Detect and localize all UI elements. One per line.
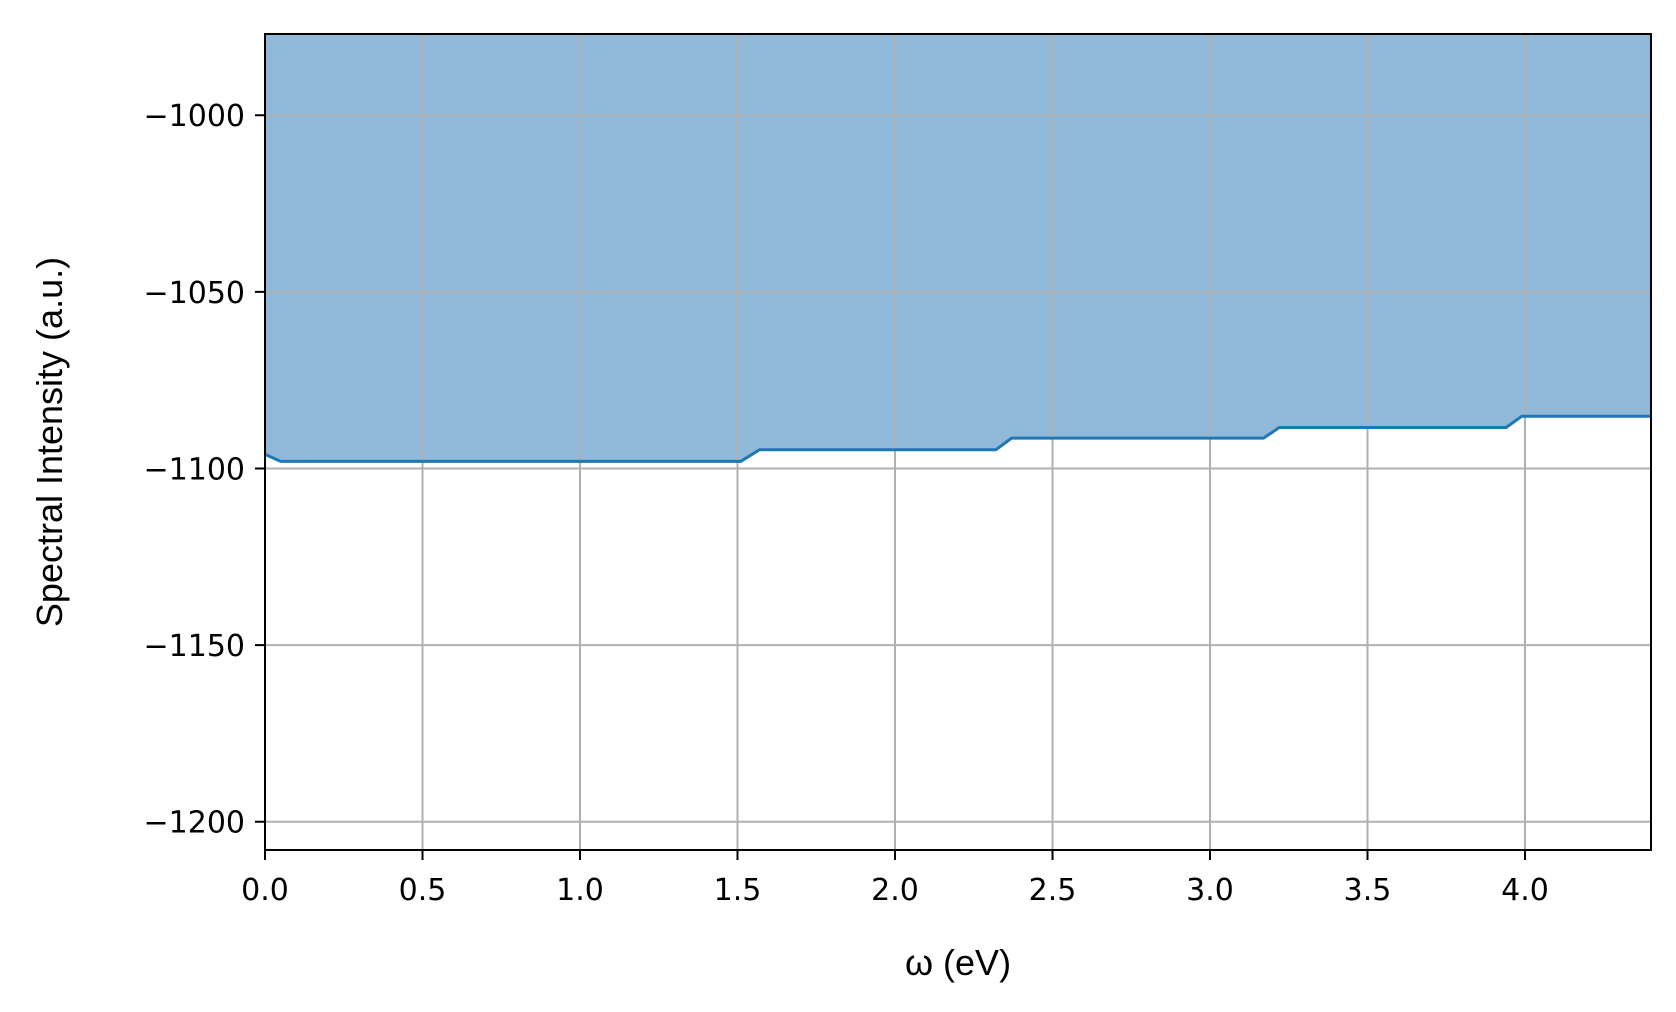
x-axis-ticks: 0.0 0.5 1.0 1.5 2.0 2.5 3.0 3.5 4.0: [241, 850, 1549, 908]
y-tick-label: −1050: [144, 276, 245, 311]
x-tick-label: 4.0: [1501, 873, 1549, 908]
x-axis-title: ω (eV): [905, 942, 1011, 983]
x-tick-label: 0.0: [241, 873, 289, 908]
series-line-layer: [265, 414, 1651, 463]
x-tick-label: 2.5: [1029, 873, 1077, 908]
x-tick-label: 1.5: [714, 873, 762, 908]
x-tick-label: 3.5: [1344, 873, 1392, 908]
plot-frame: [264, 33, 1652, 851]
y-axis-ticks: −1000 −1050 −1100 −1150 −1200: [144, 99, 265, 841]
x-tick-label: 2.0: [871, 873, 919, 908]
x-tick-label: 0.5: [399, 873, 447, 908]
series-line-0: [265, 414, 1651, 463]
y-tick-label: −1200: [144, 806, 245, 841]
grid-layer: [264, 34, 1651, 850]
area-fill-layer: [265, 34, 1651, 462]
y-tick-label: −1100: [144, 452, 245, 487]
y-axis-title: Spectral Intensity (a.u.): [29, 257, 70, 627]
area-fill-0: [265, 34, 1651, 462]
x-tick-label: 1.0: [556, 873, 604, 908]
y-tick-label: −1150: [144, 629, 245, 664]
x-tick-label: 3.0: [1186, 873, 1234, 908]
y-tick-label: −1000: [144, 99, 245, 134]
